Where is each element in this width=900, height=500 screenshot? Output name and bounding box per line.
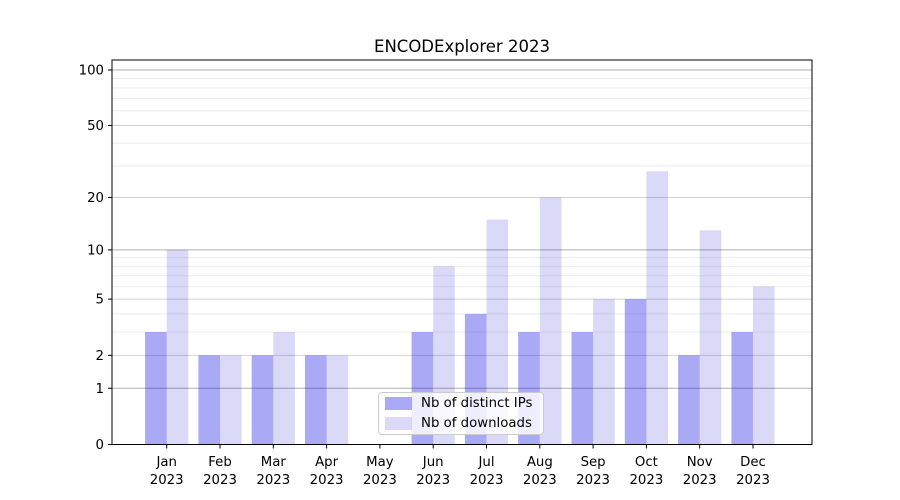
bar-distinct-ips [624,299,647,445]
y-tick-label: 10 [87,244,104,259]
x-tick-label-year: 2023 [363,473,397,488]
x-tick-label-year: 2023 [203,473,237,488]
bar-downloads [273,332,295,445]
x-tick-label-year: 2023 [576,473,610,488]
legend-label-downloads: Nb of downloads [421,416,532,431]
bar-downloads [699,230,722,445]
legend-swatch-distinct-ips [385,397,412,410]
bar-distinct-ips [571,332,594,445]
x-tick-label-month: May [366,455,394,470]
y-tick-label: 100 [79,64,104,79]
bar-downloads [166,249,189,445]
bar-distinct-ips [731,332,753,445]
x-tick-label-year: 2023 [629,473,663,488]
x-tick-label-year: 2023 [256,473,290,488]
bar-downloads [646,171,668,445]
x-tick-label-year: 2023 [310,473,344,488]
bar-distinct-ips [145,332,167,445]
legend: Nb of distinct IPs Nb of downloads [378,392,544,435]
bar-distinct-ips [198,355,220,445]
x-tick-label-month: Sep [581,455,606,470]
y-tick-label: 1 [96,382,104,397]
x-tick-label-year: 2023 [416,473,450,488]
bar-downloads [486,219,509,445]
bar-downloads [593,299,615,445]
x-tick-label-month: Feb [208,455,232,470]
x-tick-label-month: Dec [740,455,766,470]
axes-frame [111,59,813,445]
bar-downloads [539,197,562,445]
bar-downloads [220,355,242,445]
y-tick-label: 20 [87,191,104,206]
bar-downloads [326,355,349,445]
legend-item-downloads: Nb of downloads [385,415,543,432]
y-tick-label: 5 [96,293,104,308]
legend-swatch-downloads [385,417,412,430]
x-tick-label-year: 2023 [736,473,770,488]
legend-item-distinct-ips: Nb of distinct IPs [385,395,543,412]
bar-distinct-ips [678,355,700,445]
bar-downloads [753,286,775,445]
x-tick-label-month: Mar [261,455,287,470]
x-tick-label-month: Aug [527,455,553,470]
x-tick-label-year: 2023 [470,473,504,488]
x-tick-label-month: Nov [687,455,713,470]
x-tick-label-month: Apr [315,455,339,470]
x-tick-label-year: 2023 [150,473,184,488]
y-tick-label: 2 [96,349,104,364]
legend-label-distinct-ips: Nb of distinct IPs [421,396,533,411]
x-tick-label-month: Jan [155,455,177,470]
x-tick-label-month: Jul [477,455,494,470]
bar-distinct-ips [305,355,327,445]
x-tick-label-month: Jun [422,455,444,470]
x-tick-label-month: Oct [635,455,658,470]
x-tick-label-year: 2023 [523,473,557,488]
y-tick-label: 50 [87,119,104,134]
y-tick-label: 0 [96,438,104,453]
x-tick-label-year: 2023 [683,473,717,488]
chart-title: ENCODExplorer 2023 [374,37,550,56]
bar-distinct-ips [251,355,274,445]
